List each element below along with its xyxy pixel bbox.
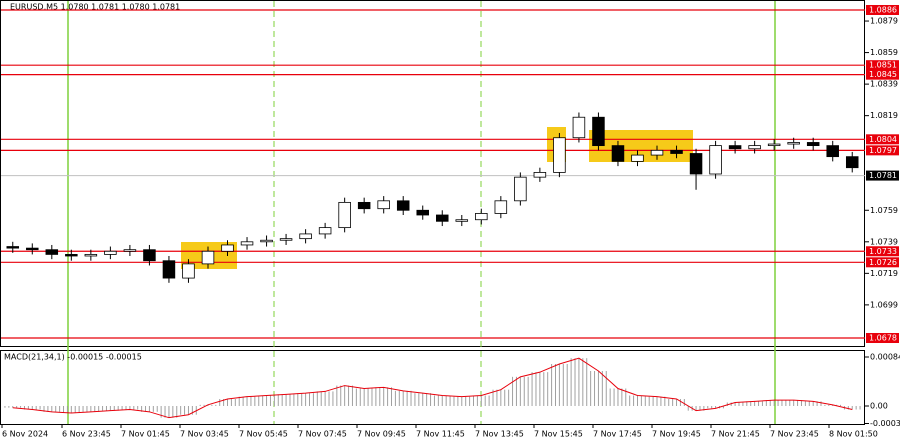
- y-tick-label: 1.0819: [870, 111, 898, 120]
- candle-body: [104, 250, 117, 255]
- x-tick-label: 7 Nov 03:45: [180, 430, 229, 439]
- candle-body: [650, 149, 664, 156]
- y-tick-label: 1.0839: [870, 80, 898, 89]
- x-tick-label: 7 Nov 07:45: [298, 430, 347, 439]
- candle-body: [845, 156, 859, 169]
- candle-body: [357, 201, 371, 210]
- x-tick-label: 6 Nov 23:45: [62, 430, 111, 439]
- candle-body: [396, 200, 410, 211]
- level-box: [866, 246, 899, 257]
- level-label: 1.0726: [869, 258, 897, 267]
- level-box: [866, 5, 899, 15]
- candle-body: [299, 233, 312, 240]
- candle-body: [338, 201, 351, 229]
- x-tick-label: 7 Nov 13:45: [475, 430, 524, 439]
- candle-body: [45, 249, 59, 255]
- candle-body: [162, 260, 176, 279]
- candle-body: [728, 145, 742, 150]
- candle-body: [455, 219, 469, 222]
- level-box: [866, 134, 899, 145]
- candle-body: [748, 145, 761, 150]
- candle-body: [670, 149, 683, 154]
- candle-body: [377, 200, 390, 210]
- level-label: 1.0678: [869, 334, 897, 343]
- level-box: [866, 257, 899, 268]
- y-tick-label: -0.0003: [870, 419, 900, 428]
- y-tick-label: 1.0699: [870, 300, 898, 309]
- candle-body: [592, 116, 605, 147]
- level-label: 1.0797: [869, 146, 897, 155]
- x-tick-label: 7 Nov 17:45: [593, 430, 642, 439]
- level-box: [866, 60, 899, 71]
- current-price-box: [866, 170, 899, 181]
- x-tick-label: 8 Nov 01:50: [829, 430, 878, 439]
- level-label: 1.0733: [869, 247, 897, 256]
- x-tick-label: 6 Nov 2024: [2, 430, 48, 439]
- chart-title: EURUSD,M5 1.0780 1.0781 1.0780 1.0781: [10, 3, 180, 12]
- candle-body: [533, 172, 547, 178]
- candle-body: [182, 263, 195, 279]
- candle-body: [436, 214, 449, 222]
- x-tick-label: 7 Nov 01:45: [121, 430, 170, 439]
- candle-body: [787, 142, 800, 145]
- y-tick-label: 0.00084: [870, 353, 900, 362]
- macd-signal-line: [12, 357, 853, 419]
- candle-body: [123, 249, 137, 252]
- level-label: 1.0845: [869, 70, 897, 79]
- current-price-label: 1.0781: [869, 171, 897, 180]
- y-tick-label: 1.0759: [870, 206, 898, 215]
- candle-body: [201, 250, 215, 265]
- candle-body: [65, 254, 78, 257]
- level-label: 1.0851: [869, 61, 897, 70]
- y-tick-label: 1.0719: [870, 269, 898, 278]
- candle-body: [84, 254, 98, 257]
- candle-body: [514, 176, 527, 202]
- candle-body: [240, 241, 254, 246]
- candle-body: [611, 145, 625, 162]
- level-label: 1.0804: [869, 135, 897, 144]
- candle-body: [806, 142, 820, 147]
- candle-body: [143, 249, 156, 262]
- candle-body: [553, 137, 566, 173]
- x-tick-label: 7 Nov 19:45: [652, 430, 701, 439]
- macd-panel: [0, 350, 865, 425]
- candle-body: [260, 239, 273, 243]
- candle-body: [221, 244, 234, 252]
- level-box: [866, 69, 899, 80]
- candle-body: [689, 153, 703, 175]
- x-tick-label: 7 Nov 15:45: [534, 430, 583, 439]
- candle-body: [631, 154, 644, 162]
- x-tick-label: 7 Nov 11:45: [416, 430, 465, 439]
- x-tick-label: 7 Nov 21:45: [711, 430, 760, 439]
- candle-body: [475, 213, 488, 221]
- candle-body: [709, 145, 722, 175]
- candle-body: [767, 143, 781, 147]
- candle-body: [279, 238, 293, 241]
- y-tick-label: 1.0879: [870, 17, 898, 26]
- y-tick-label: 1.0859: [870, 48, 898, 57]
- macd-title: MACD(21,34,1) -0.00015 -0.00015: [4, 353, 142, 362]
- candle-body: [26, 247, 39, 251]
- x-tick-label: 7 Nov 23:45: [770, 430, 819, 439]
- candle-body: [494, 200, 508, 214]
- candle-body: [416, 209, 429, 216]
- level-box: [866, 145, 899, 156]
- level-box: [866, 333, 899, 343]
- candle-body: [6, 246, 20, 249]
- y-tick-label: 1.0739: [870, 237, 898, 246]
- x-tick-label: 7 Nov 09:45: [357, 430, 406, 439]
- candle-body: [826, 145, 839, 158]
- y-tick-label: 0.00: [870, 402, 888, 411]
- price-panel: [0, 0, 865, 347]
- candle-body: [318, 227, 332, 235]
- candle-body: [572, 116, 586, 139]
- level-label: 1.0886: [869, 6, 897, 15]
- x-tick-label: 7 Nov 05:45: [239, 430, 288, 439]
